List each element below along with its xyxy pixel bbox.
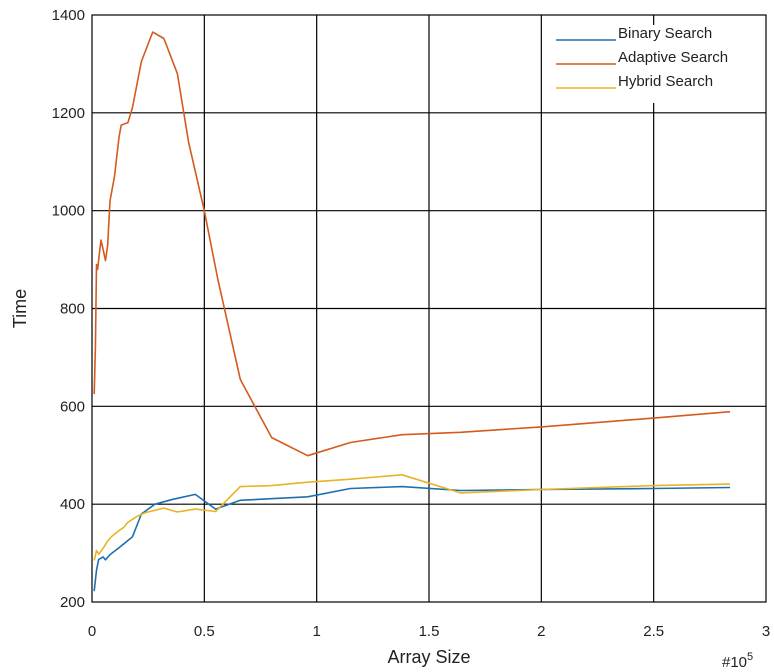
x-axis-label: Array Size bbox=[387, 647, 470, 667]
x-tick-label: 0 bbox=[88, 623, 96, 640]
y-tick-label: 1400 bbox=[52, 7, 85, 24]
y-tick-label: 800 bbox=[60, 301, 85, 318]
plot-frame bbox=[91, 14, 767, 603]
legend-label-hybrid-search: Hybrid Search bbox=[618, 73, 713, 90]
x-axis-multiplier-base: #10 bbox=[722, 654, 747, 671]
y-tick-label: 600 bbox=[60, 398, 85, 415]
series-line-binary-search bbox=[93, 485, 731, 592]
legend-label-binary-search: Binary Search bbox=[618, 25, 712, 42]
x-tick-label: 3 bbox=[762, 623, 770, 640]
series-line-adaptive-search bbox=[93, 31, 731, 457]
y-tick-label: 400 bbox=[60, 496, 85, 513]
legend-label-adaptive-search: Adaptive Search bbox=[618, 49, 728, 66]
y-tick-label: 1000 bbox=[52, 203, 85, 220]
y-tick-label: 200 bbox=[60, 594, 85, 611]
series-lines bbox=[93, 31, 731, 592]
x-axis-multiplier-exponent: 5 bbox=[747, 651, 753, 663]
x-tick-label: 0.5 bbox=[194, 623, 215, 640]
x-tick-label: 1.5 bbox=[419, 623, 440, 640]
x-axis-multiplier: #105 bbox=[722, 651, 753, 671]
legend: Binary Search Adaptive Search Hybrid Searc… bbox=[549, 25, 757, 103]
y-axis-label: Time bbox=[10, 289, 30, 328]
x-tick-label: 2 bbox=[537, 623, 545, 640]
series-line-hybrid-search bbox=[93, 473, 731, 561]
y-tick-label: 1200 bbox=[52, 105, 85, 122]
x-tick-label: 2.5 bbox=[643, 623, 664, 640]
x-tick-label: 1 bbox=[312, 623, 320, 640]
tick-labels: 0 0.5 1 1.5 2 2.5 3 200 400 600 800 1000 1200 1400 bbox=[52, 7, 771, 640]
